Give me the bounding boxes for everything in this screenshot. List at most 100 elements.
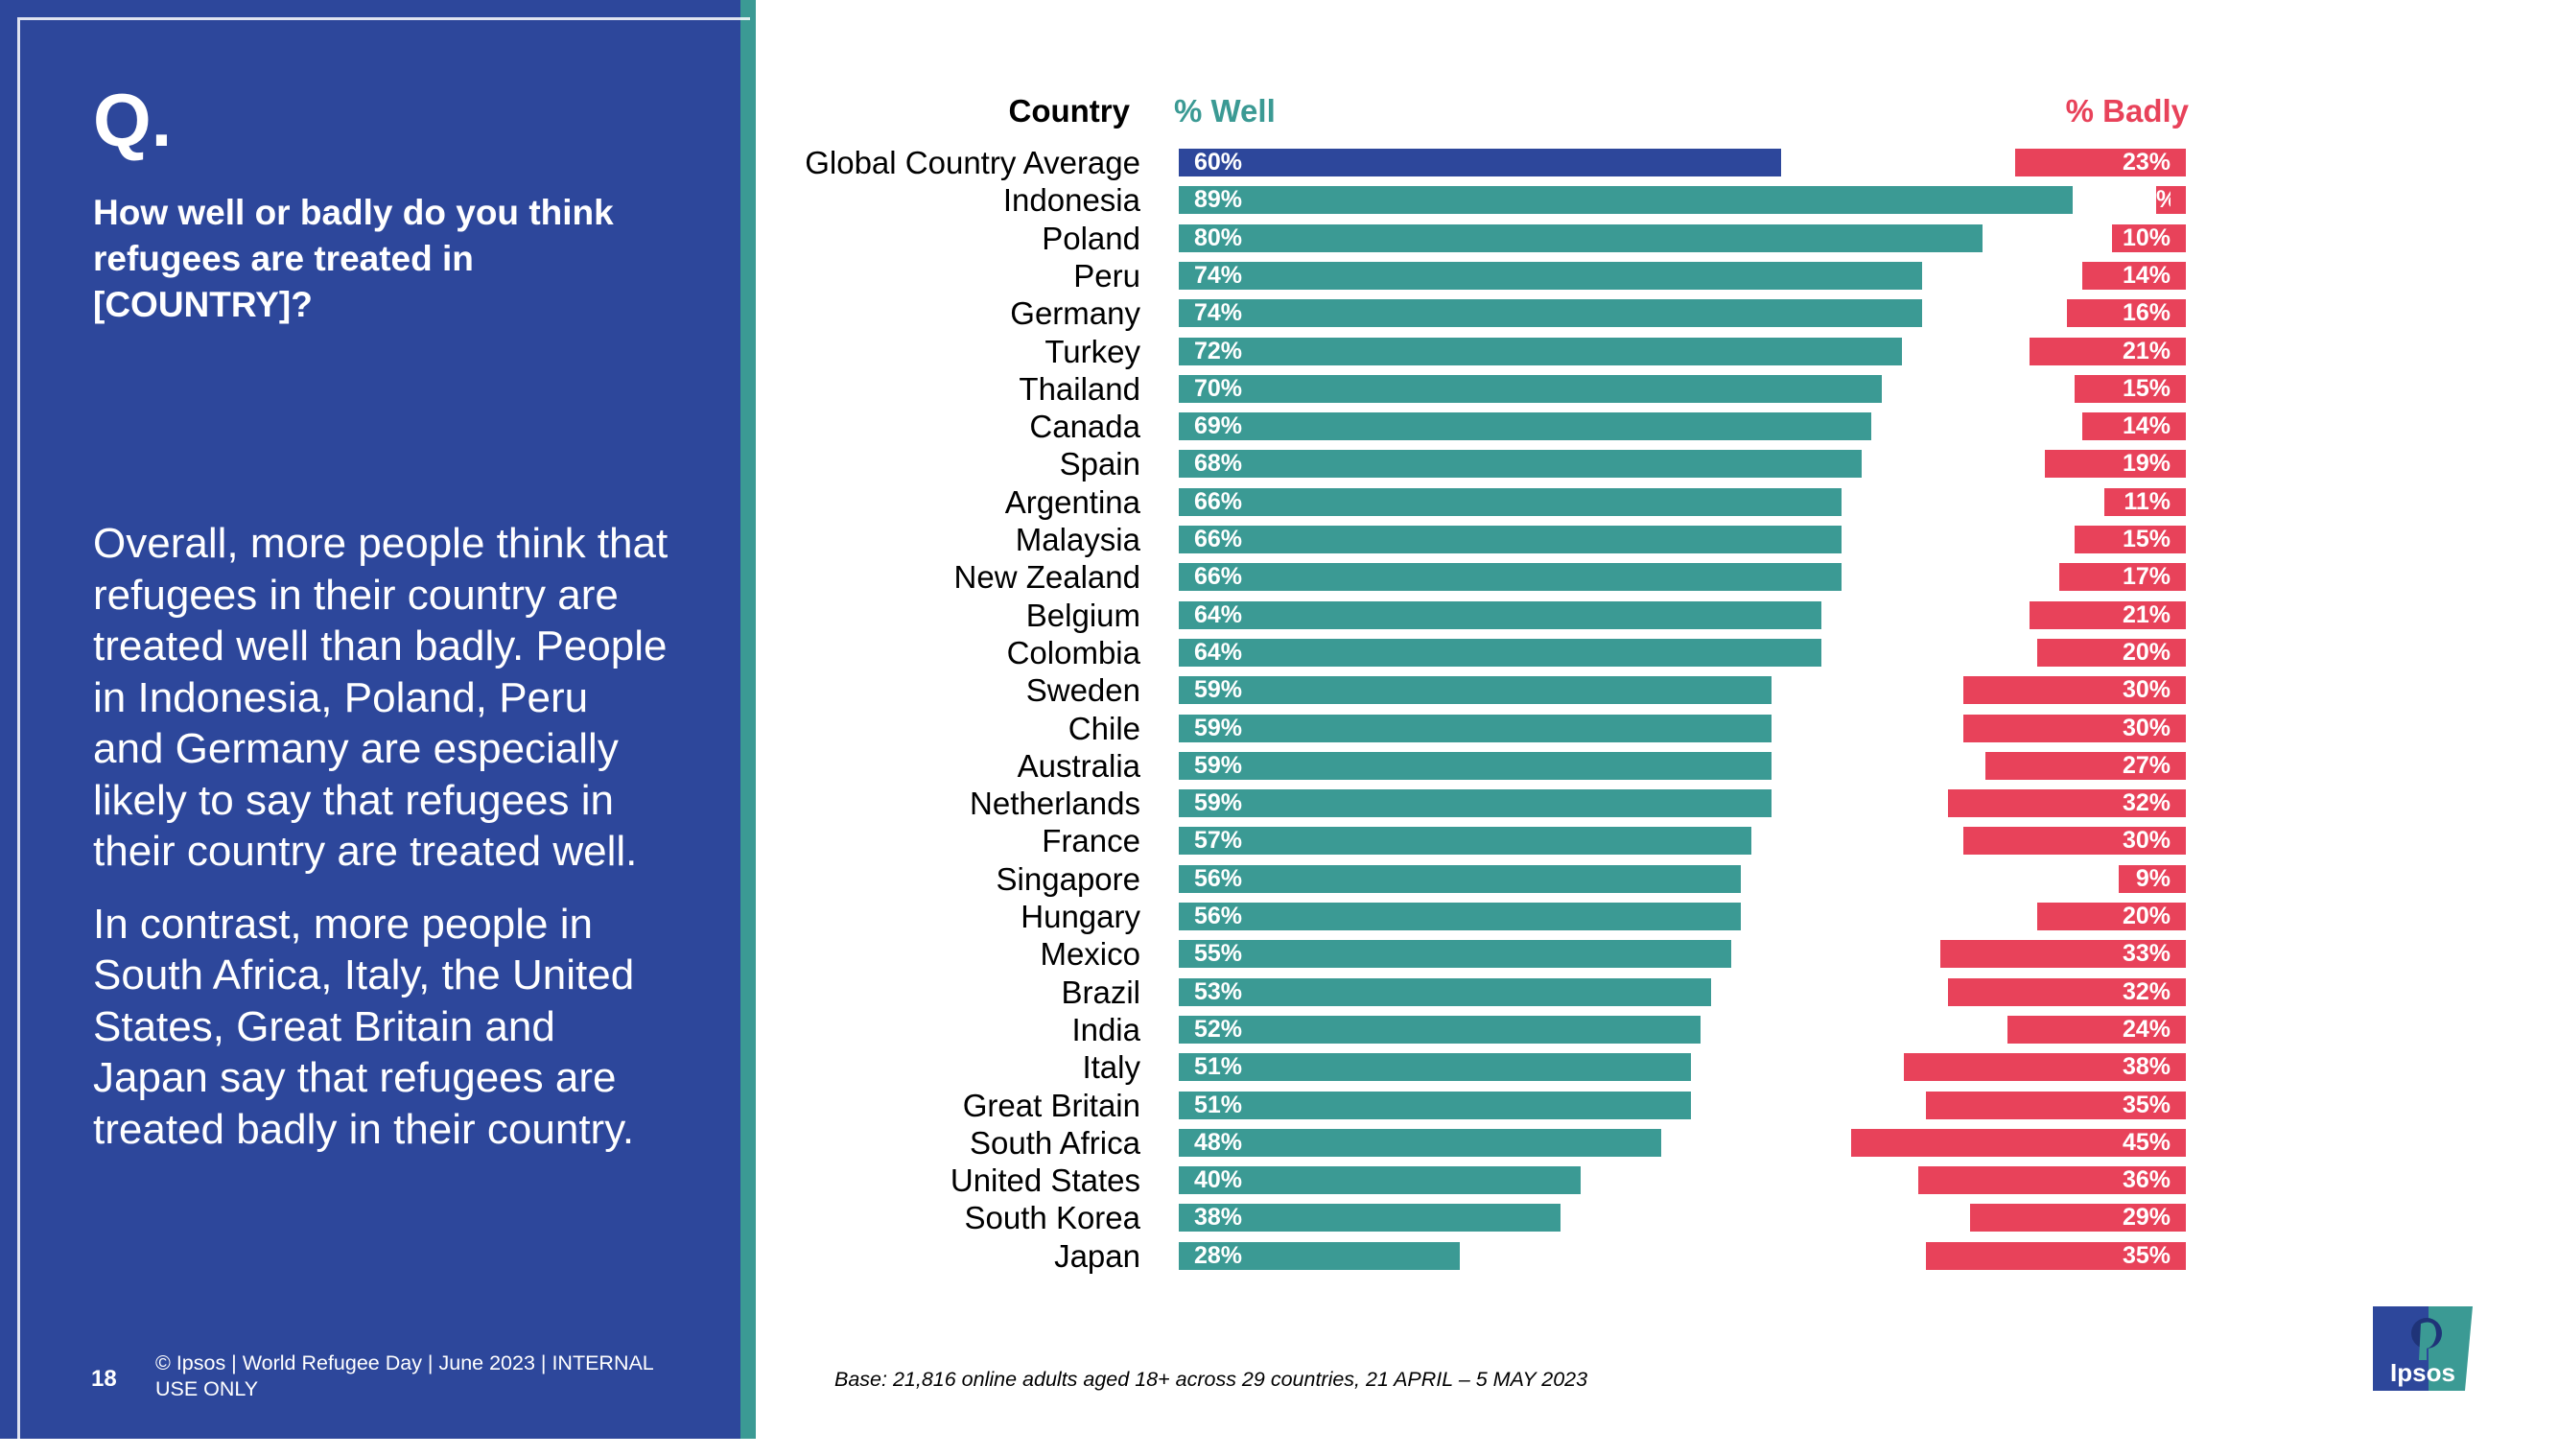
- summary-paragraph-1: Overall, more people think that refugees…: [93, 520, 669, 875]
- bar-badly: [2007, 1015, 2186, 1044]
- well-value-label: 38%: [1194, 1204, 1243, 1232]
- bar-badly: [2081, 261, 2186, 290]
- badly-value-label: 35%: [2122, 1091, 2171, 1118]
- well-value-label: 28%: [1194, 1241, 1243, 1269]
- footer-copyright: © Ipsos | World Refugee Day | June 2023 …: [155, 1351, 653, 1400]
- badly-value-label: 20%: [2122, 638, 2171, 666]
- badly-value-label: 11%: [2124, 487, 2171, 515]
- country-label: Great Britain: [962, 1087, 1140, 1123]
- bar-badly: [2156, 186, 2186, 215]
- badly-value-label: 15%: [2122, 374, 2171, 402]
- bar-badly: [1962, 714, 2186, 742]
- well-value-label: 89%: [1194, 186, 1243, 214]
- badly-value-label: %: [2156, 186, 2171, 214]
- bar-badly: [2103, 487, 2186, 516]
- bar-badly: [2037, 638, 2186, 667]
- bar-well: [1179, 1091, 1691, 1119]
- badly-value-label: 30%: [2122, 827, 2171, 855]
- country-label: South Korea: [964, 1200, 1140, 1236]
- bar-well: [1179, 412, 1872, 441]
- well-value-label: 59%: [1194, 751, 1243, 779]
- bar-well: [1179, 751, 1772, 780]
- country-label: South Africa: [970, 1124, 1140, 1161]
- country-label: France: [1042, 823, 1140, 859]
- well-value-label: 70%: [1194, 374, 1243, 402]
- bar-well: [1179, 337, 1902, 365]
- bar-well: [1179, 827, 1751, 856]
- bar-well: [1179, 261, 1922, 290]
- bar-badly: [2014, 149, 2186, 176]
- bar-well: [1179, 714, 1772, 742]
- ipsos-logo-icon: Ipsos: [2373, 1306, 2473, 1391]
- country-label: Singapore: [996, 860, 1140, 897]
- well-value-label: 66%: [1194, 563, 1243, 591]
- question-mark-heading: Q.: [93, 78, 173, 162]
- well-value-label: 52%: [1194, 1015, 1243, 1043]
- bar-badly: [2030, 337, 2186, 365]
- well-value-label: 74%: [1194, 261, 1243, 289]
- country-label: New Zealand: [953, 559, 1140, 596]
- bar-badly: [2074, 526, 2186, 553]
- bar-badly: [2044, 450, 2186, 479]
- bar-badly: [1962, 827, 2186, 856]
- badly-value-label: 38%: [2122, 1053, 2171, 1081]
- bar-well: [1179, 977, 1711, 1006]
- country-label: Netherlands: [970, 786, 1140, 822]
- bar-well: [1179, 676, 1772, 705]
- bar-badly: [1962, 676, 2186, 705]
- bar-badly: [1984, 751, 2186, 780]
- country-label: Australia: [1017, 747, 1140, 784]
- well-value-label: 64%: [1194, 638, 1243, 666]
- well-value-label: 48%: [1194, 1128, 1243, 1156]
- well-value-label: 66%: [1194, 526, 1243, 552]
- bar-well: [1179, 600, 1822, 629]
- bar-badly: [1970, 1204, 2186, 1233]
- well-series-header: % Well: [1174, 93, 1276, 129]
- bar-well: [1179, 487, 1842, 516]
- ipsos-logo: Ipsos: [2373, 1304, 2473, 1393]
- bar-well: [1179, 563, 1842, 592]
- badly-value-label: 45%: [2122, 1128, 2171, 1156]
- well-value-label: 57%: [1194, 827, 1243, 855]
- badly-value-label: 30%: [2122, 714, 2171, 741]
- badly-value-label: 32%: [2122, 977, 2171, 1005]
- bar-well: [1179, 299, 1922, 328]
- country-label: Colombia: [1006, 634, 1140, 670]
- well-value-label: 40%: [1194, 1166, 1243, 1194]
- country-label: Argentina: [1004, 483, 1140, 520]
- badly-value-label: 17%: [2122, 563, 2171, 591]
- country-label: Italy: [1082, 1049, 1140, 1086]
- well-value-label: 60%: [1194, 149, 1243, 176]
- well-value-label: 51%: [1194, 1091, 1243, 1118]
- country-label: Turkey: [1044, 333, 1140, 369]
- well-value-label: 59%: [1194, 714, 1243, 741]
- well-value-label: 66%: [1194, 487, 1243, 515]
- page-number: 18: [91, 1366, 117, 1392]
- bar-well: [1179, 1128, 1661, 1157]
- country-label: Canada: [1029, 409, 1140, 445]
- bar-well: [1179, 223, 1983, 252]
- badly-value-label: 14%: [2122, 412, 2171, 440]
- bar-badly: [2059, 563, 2186, 592]
- badly-value-label: 23%: [2122, 149, 2171, 176]
- base-note: Base: 21,816 online adults aged 18+ acro…: [834, 1368, 1588, 1391]
- country-column-header: Country: [1008, 93, 1131, 129]
- well-value-label: 69%: [1194, 412, 1243, 440]
- bar-well: [1179, 1053, 1691, 1082]
- bar-well: [1179, 1015, 1701, 1044]
- bar-badly: [1948, 977, 2186, 1006]
- bar-badly: [1925, 1241, 2186, 1270]
- country-label: Indonesia: [1002, 182, 1140, 219]
- badly-value-label: 20%: [2122, 903, 2171, 929]
- country-label: Thailand: [1019, 370, 1140, 407]
- country-label: Chile: [1068, 710, 1140, 746]
- bar-well: [1179, 1241, 1461, 1270]
- country-label: United States: [950, 1162, 1140, 1199]
- country-label: Japan: [1054, 1237, 1140, 1274]
- bar-well: [1179, 149, 1782, 176]
- badly-value-label: 32%: [2122, 789, 2171, 817]
- well-value-label: 51%: [1194, 1053, 1243, 1081]
- bar-badly: [1918, 1166, 2186, 1195]
- bar-well: [1179, 526, 1842, 553]
- well-value-label: 80%: [1194, 223, 1243, 251]
